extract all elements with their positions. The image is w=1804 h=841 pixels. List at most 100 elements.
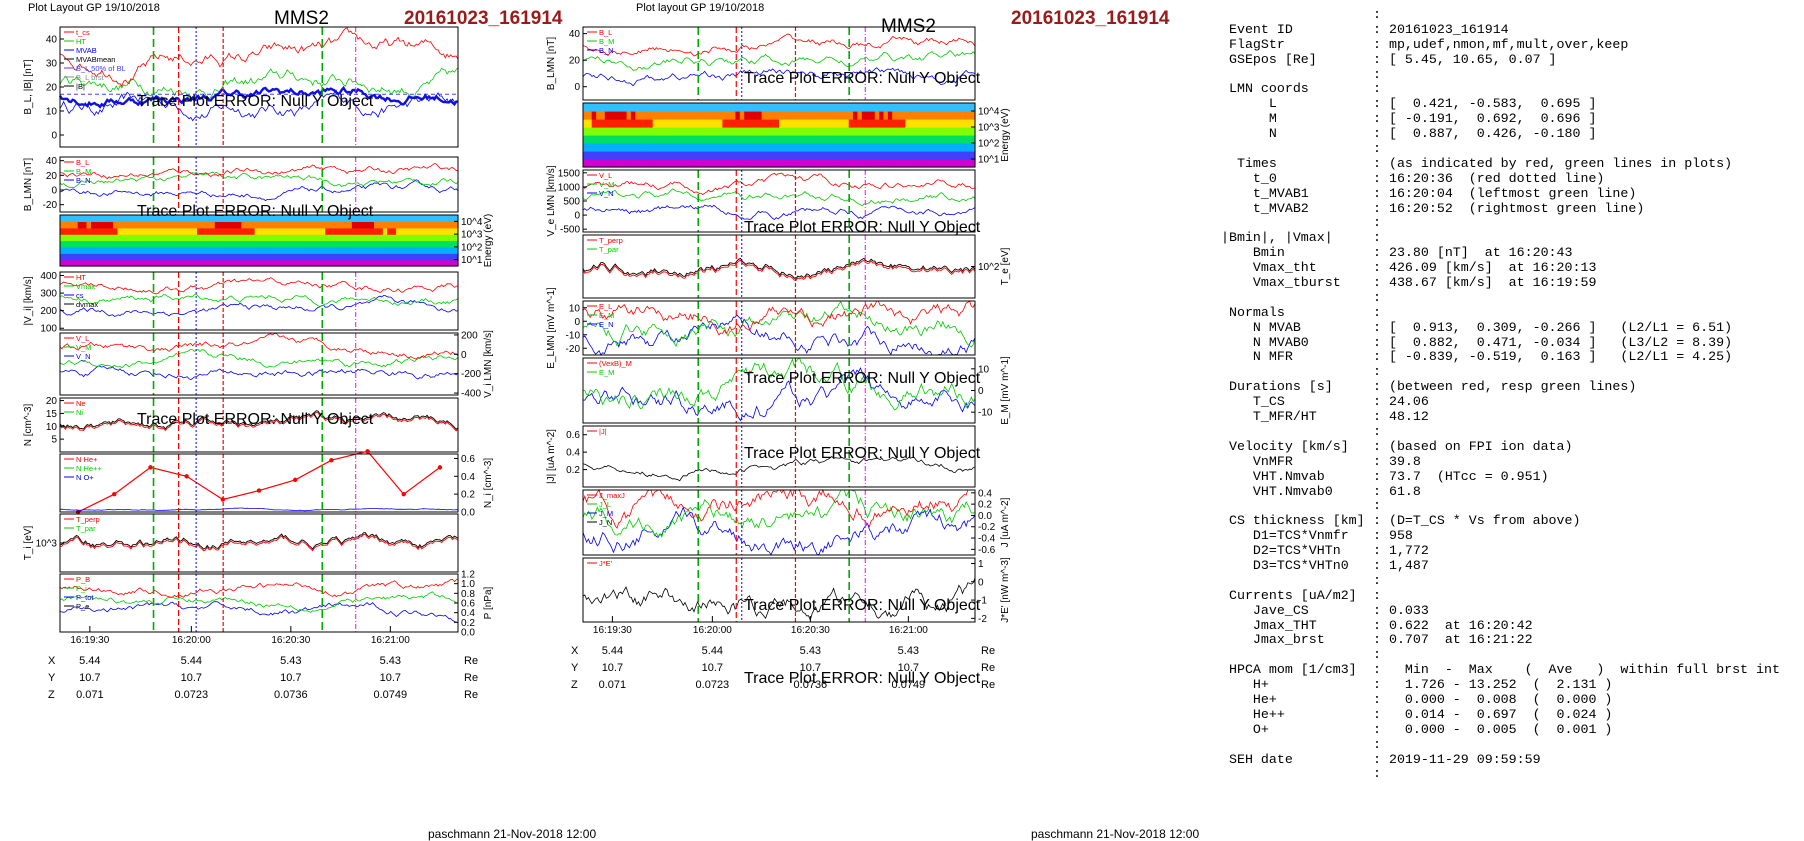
spectrogram-cell (365, 240, 371, 248)
spectrogram-cell (325, 215, 331, 222)
spectrogram-cell (183, 246, 189, 254)
spectrogram-cell (970, 103, 976, 112)
y-tick-label: -1 (978, 596, 987, 607)
legend-entry: V_L (76, 334, 89, 343)
spectrogram-cell (409, 253, 415, 261)
info-value: : 23.80 [nT] at 16:20:43 (1373, 245, 1573, 261)
spectrogram-cell (254, 234, 260, 242)
info-value: : (1373, 7, 1381, 22)
legend-entry: E_N (599, 320, 614, 329)
legend-entry: B_L brst (76, 73, 105, 82)
y-tick-label: 0.0 (461, 628, 475, 639)
spectrogram-cell (378, 234, 384, 242)
spectrogram-cell (739, 111, 745, 120)
info-value: : [ -0.191, 0.692, 0.696 ] (1373, 111, 1597, 127)
spectrogram-cell (626, 111, 632, 120)
spectrogram-cell (835, 103, 841, 112)
spectrogram-cell (953, 151, 959, 160)
spectrogram-cell (316, 221, 322, 229)
spectrogram-cell (892, 111, 898, 120)
spectrogram-cell (338, 234, 344, 242)
spectrogram-cell (652, 159, 658, 168)
info-value: : (1373, 647, 1381, 663)
spectrogram-cell (285, 246, 291, 254)
spectrogram-cell (232, 227, 238, 235)
info-value: : 0.033 (1373, 602, 1429, 618)
spectrogram-cell (157, 221, 163, 229)
spectrogram-cell (77, 240, 83, 248)
y-axis-label: |J| [uA m^-2] (546, 429, 557, 484)
spectrogram-cell (99, 253, 105, 261)
legend-entry: MVABmean (76, 55, 115, 64)
spectrogram-cell (68, 246, 74, 254)
spectrogram-cell (338, 246, 344, 254)
spectrogram-cell (303, 259, 309, 267)
spectrogram-cell (901, 135, 906, 144)
left-event-title: 20161023_161914 (404, 8, 563, 29)
spectrogram-cell (232, 253, 238, 261)
right-error-6: Trace Plot ERROR: Null Y Object (744, 670, 981, 687)
spectrogram-cell (369, 240, 375, 248)
spectrogram-cell (449, 215, 455, 222)
spectrogram-cell (374, 215, 379, 222)
spectrogram-cell (86, 246, 92, 254)
spectrogram-cell (453, 253, 459, 261)
spectrogram-cell (591, 119, 597, 128)
spectrogram-cell (644, 159, 649, 168)
spectrogram-cell (320, 246, 326, 254)
spectrogram-cell (861, 119, 867, 128)
spectrogram-cell (351, 240, 357, 248)
x-tick-label: 16:20:30 (271, 635, 310, 646)
spectrogram-cell (210, 234, 216, 242)
spectrogram-cell (783, 103, 789, 112)
spectrogram-cell (148, 221, 154, 229)
y-tick-label: 200 (461, 330, 478, 341)
spectrogram-cell (95, 246, 101, 254)
right-error-1: Trace Plot ERROR: Null Y Object (744, 70, 981, 87)
y-tick-label: 10^4 (461, 217, 483, 228)
he-plus-plus-point (184, 474, 189, 479)
spectrogram-cell (170, 253, 176, 261)
spectrogram-cell (639, 119, 645, 128)
spectrogram-cell (374, 227, 379, 235)
y-tick-label: 100 (40, 324, 57, 335)
spectrogram-cell (961, 111, 967, 120)
spectrogram-cell (400, 227, 406, 235)
spectrogram-cell (813, 103, 819, 112)
spectrogram-cell (948, 119, 954, 128)
spectrogram-cell (587, 135, 593, 144)
spectrogram-cell (731, 119, 737, 128)
spectrogram-cell (175, 227, 180, 235)
info-value: : 0.622 at 16:20:42 (1373, 617, 1533, 633)
spectrogram-cell (966, 135, 972, 144)
info-row: Normals: (1221, 305, 1780, 321)
spectrogram-cell (735, 103, 741, 112)
spectrogram-cell (73, 221, 79, 229)
spectrogram-cell (449, 227, 455, 235)
y-tick-label: 30 (46, 59, 58, 70)
he-plus-plus-point (329, 458, 334, 463)
spectrogram-cell (259, 215, 264, 222)
spectrogram-cell (117, 215, 123, 222)
spectrogram-cell (739, 135, 745, 144)
spectrogram-cell (591, 127, 597, 136)
spectrogram-cell (922, 111, 928, 120)
left-error-2: Trace Plot ERROR: Null Y Object (137, 203, 374, 220)
spectrogram-cell (197, 227, 203, 235)
spectrogram-cell (152, 259, 158, 267)
spectrogram-cell (188, 221, 194, 229)
spectrogram-cell (600, 119, 606, 128)
info-row: t_MVAB1: 16:20:04 (leftmost green line) (1221, 186, 1780, 202)
spectrogram-cell (117, 227, 123, 235)
spectrogram-cell (161, 221, 167, 229)
spectrogram-cell (757, 135, 763, 144)
spectrogram-cell (276, 221, 282, 229)
spectrogram-cell (887, 151, 893, 160)
info-row: D3=TCS*VHTn0: 1,487 (1221, 558, 1780, 574)
spectrogram-cell (135, 227, 141, 235)
spectrogram-cell (130, 259, 136, 267)
spectrogram-cell (139, 215, 145, 222)
spectrogram-cell (835, 143, 841, 152)
info-value: : [ 0.887, 0.426, -0.180 ] (1373, 126, 1597, 142)
spectrogram-cell (596, 119, 602, 128)
